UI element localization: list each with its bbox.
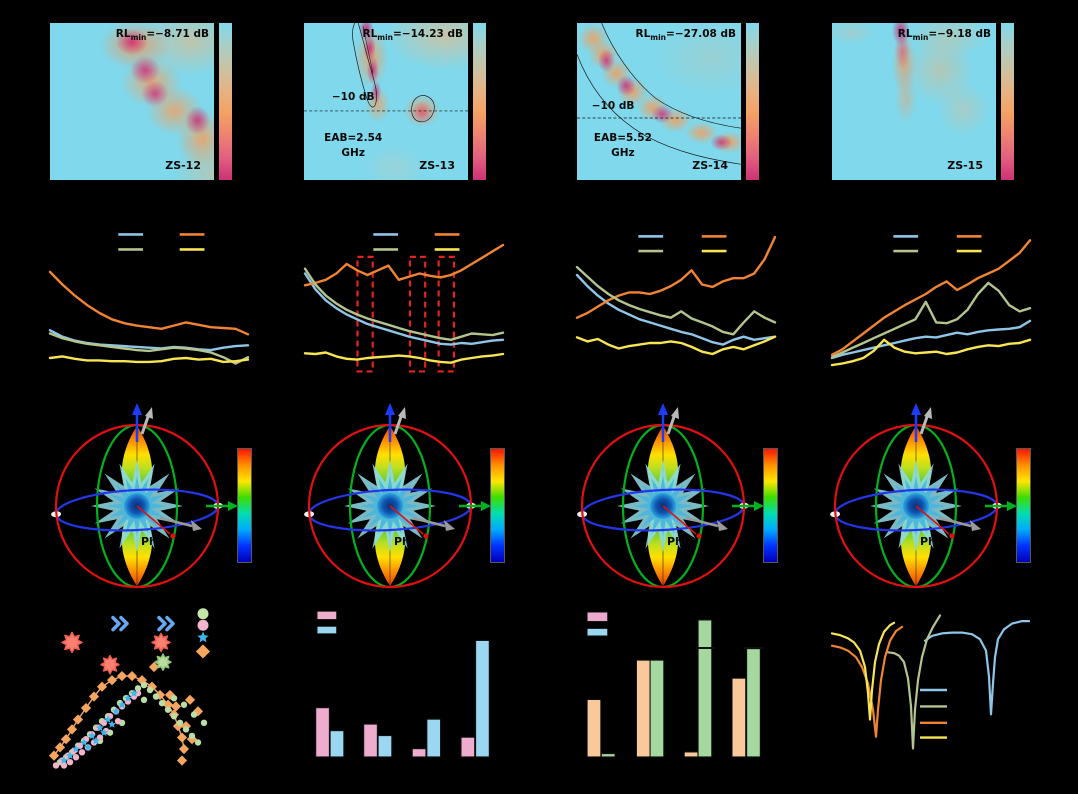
z-axis-arrowhead — [911, 403, 921, 415]
heatmap-colorbar — [219, 23, 232, 180]
theta-arrowhead — [671, 407, 679, 419]
phi-axis-dot — [696, 533, 702, 539]
phi-label: Phi — [920, 535, 940, 548]
rl-min-annotation: RLmin=−14.23 dB — [362, 28, 464, 43]
threshold-label: −10 dB — [591, 99, 635, 112]
jet-colorbar — [490, 448, 505, 563]
y-axis-arrowhead — [754, 501, 764, 511]
x-axis-arrow — [412, 516, 446, 528]
radiation-pattern-3d-zs15: Phi — [799, 402, 1034, 594]
line-chart-zs14 — [575, 235, 777, 356]
phi-axis-dot — [170, 533, 176, 539]
phi-axis-line — [662, 505, 697, 535]
theta-arrowhead — [398, 407, 406, 419]
x-axis-arrow — [938, 516, 972, 528]
line-chart-zs15 — [830, 235, 1032, 367]
sample-label: ZS-14 — [692, 159, 728, 172]
y-axis-arrowhead — [1007, 501, 1017, 511]
eab-label: EAB=2.54 GHz — [324, 132, 383, 159]
x-axis-arrowhead — [191, 520, 202, 531]
radiation-pattern-3d-zs14: Phi — [546, 402, 781, 594]
sample-label: ZS-15 — [947, 159, 983, 172]
theta-arrowhead — [145, 407, 153, 419]
theta-arrowhead — [924, 407, 932, 419]
heatmap-colorbar — [1001, 23, 1014, 180]
contour-overlay — [577, 23, 741, 180]
heatmap-panel-zs14: RLmin=−27.08 dB −10 dB EAB=5.52 GHz ZS-14 — [577, 23, 759, 180]
heatmap-panel-zs13: RLmin=−14.23 dB −10 dB EAB=2.54 GHz ZS-13 — [304, 23, 486, 180]
x-axis-arrow — [159, 516, 193, 528]
heatmap-image-zs12 — [50, 23, 214, 180]
line-chart-zs13 — [303, 233, 505, 373]
contour-overlay — [304, 23, 468, 180]
phi-axis-line — [389, 505, 424, 535]
heatmap-image-zs15 — [832, 23, 996, 180]
jet-colorbar — [1016, 448, 1031, 563]
sample-label: ZS-12 — [165, 159, 201, 172]
phi-axis-dot — [949, 533, 955, 539]
heatmap-image-zs13 — [304, 23, 468, 180]
jet-colorbar — [763, 448, 778, 563]
z-axis-arrowhead — [658, 403, 668, 415]
radiation-pattern-3d-zs13: Phi — [273, 402, 508, 594]
phi-label: Phi — [667, 535, 687, 548]
phi-label: Phi — [141, 535, 161, 548]
theta-arrow — [393, 413, 404, 435]
theta-arrow — [666, 413, 677, 435]
phi-label: Phi — [394, 535, 414, 548]
threshold-label: −10 dB — [331, 90, 375, 103]
heatmap-colorbar — [746, 23, 759, 180]
y-axis-arrowhead — [228, 501, 238, 511]
heatmap-panel-zs15: RLmin=−9.18 dB ZS-15 — [832, 23, 1014, 180]
heatmap-colorbar — [473, 23, 486, 180]
eab-label: EAB=5.52 GHz — [593, 132, 652, 159]
rl-min-annotation: RLmin=−27.08 dB — [635, 28, 737, 43]
rl-min-annotation: RLmin=−8.71 dB — [115, 28, 209, 43]
rl-min-annotation: RLmin=−9.18 dB — [897, 28, 991, 43]
phi-axis-line — [136, 505, 171, 535]
theta-arrow — [140, 413, 151, 435]
x-axis-arrowhead — [717, 520, 728, 531]
radiation-pattern-3d-zs12: Phi — [20, 402, 255, 594]
y-axis-arrowhead — [481, 501, 491, 511]
z-axis-arrowhead — [132, 403, 142, 415]
performance-scatter-chart — [48, 608, 211, 769]
heatmap-panel-zs12: RLmin=−8.71 dB ZS-12 — [50, 23, 232, 180]
theta-arrow — [919, 413, 930, 435]
line-chart-zs12 — [48, 233, 250, 365]
z-axis-arrowhead — [385, 403, 395, 415]
sample-label: ZS-13 — [419, 159, 455, 172]
phi-axis-line — [915, 505, 950, 535]
x-axis-arrowhead — [970, 520, 981, 531]
grouped-bar-chart-pink-blue — [315, 610, 490, 758]
jet-colorbar — [237, 448, 252, 563]
x-axis-arrow — [685, 516, 719, 528]
x-axis-arrowhead — [444, 520, 455, 531]
rl-dip-curves-chart — [830, 614, 1031, 750]
grouped-bar-chart-orange-green — [586, 611, 764, 758]
phi-axis-dot — [423, 533, 429, 539]
